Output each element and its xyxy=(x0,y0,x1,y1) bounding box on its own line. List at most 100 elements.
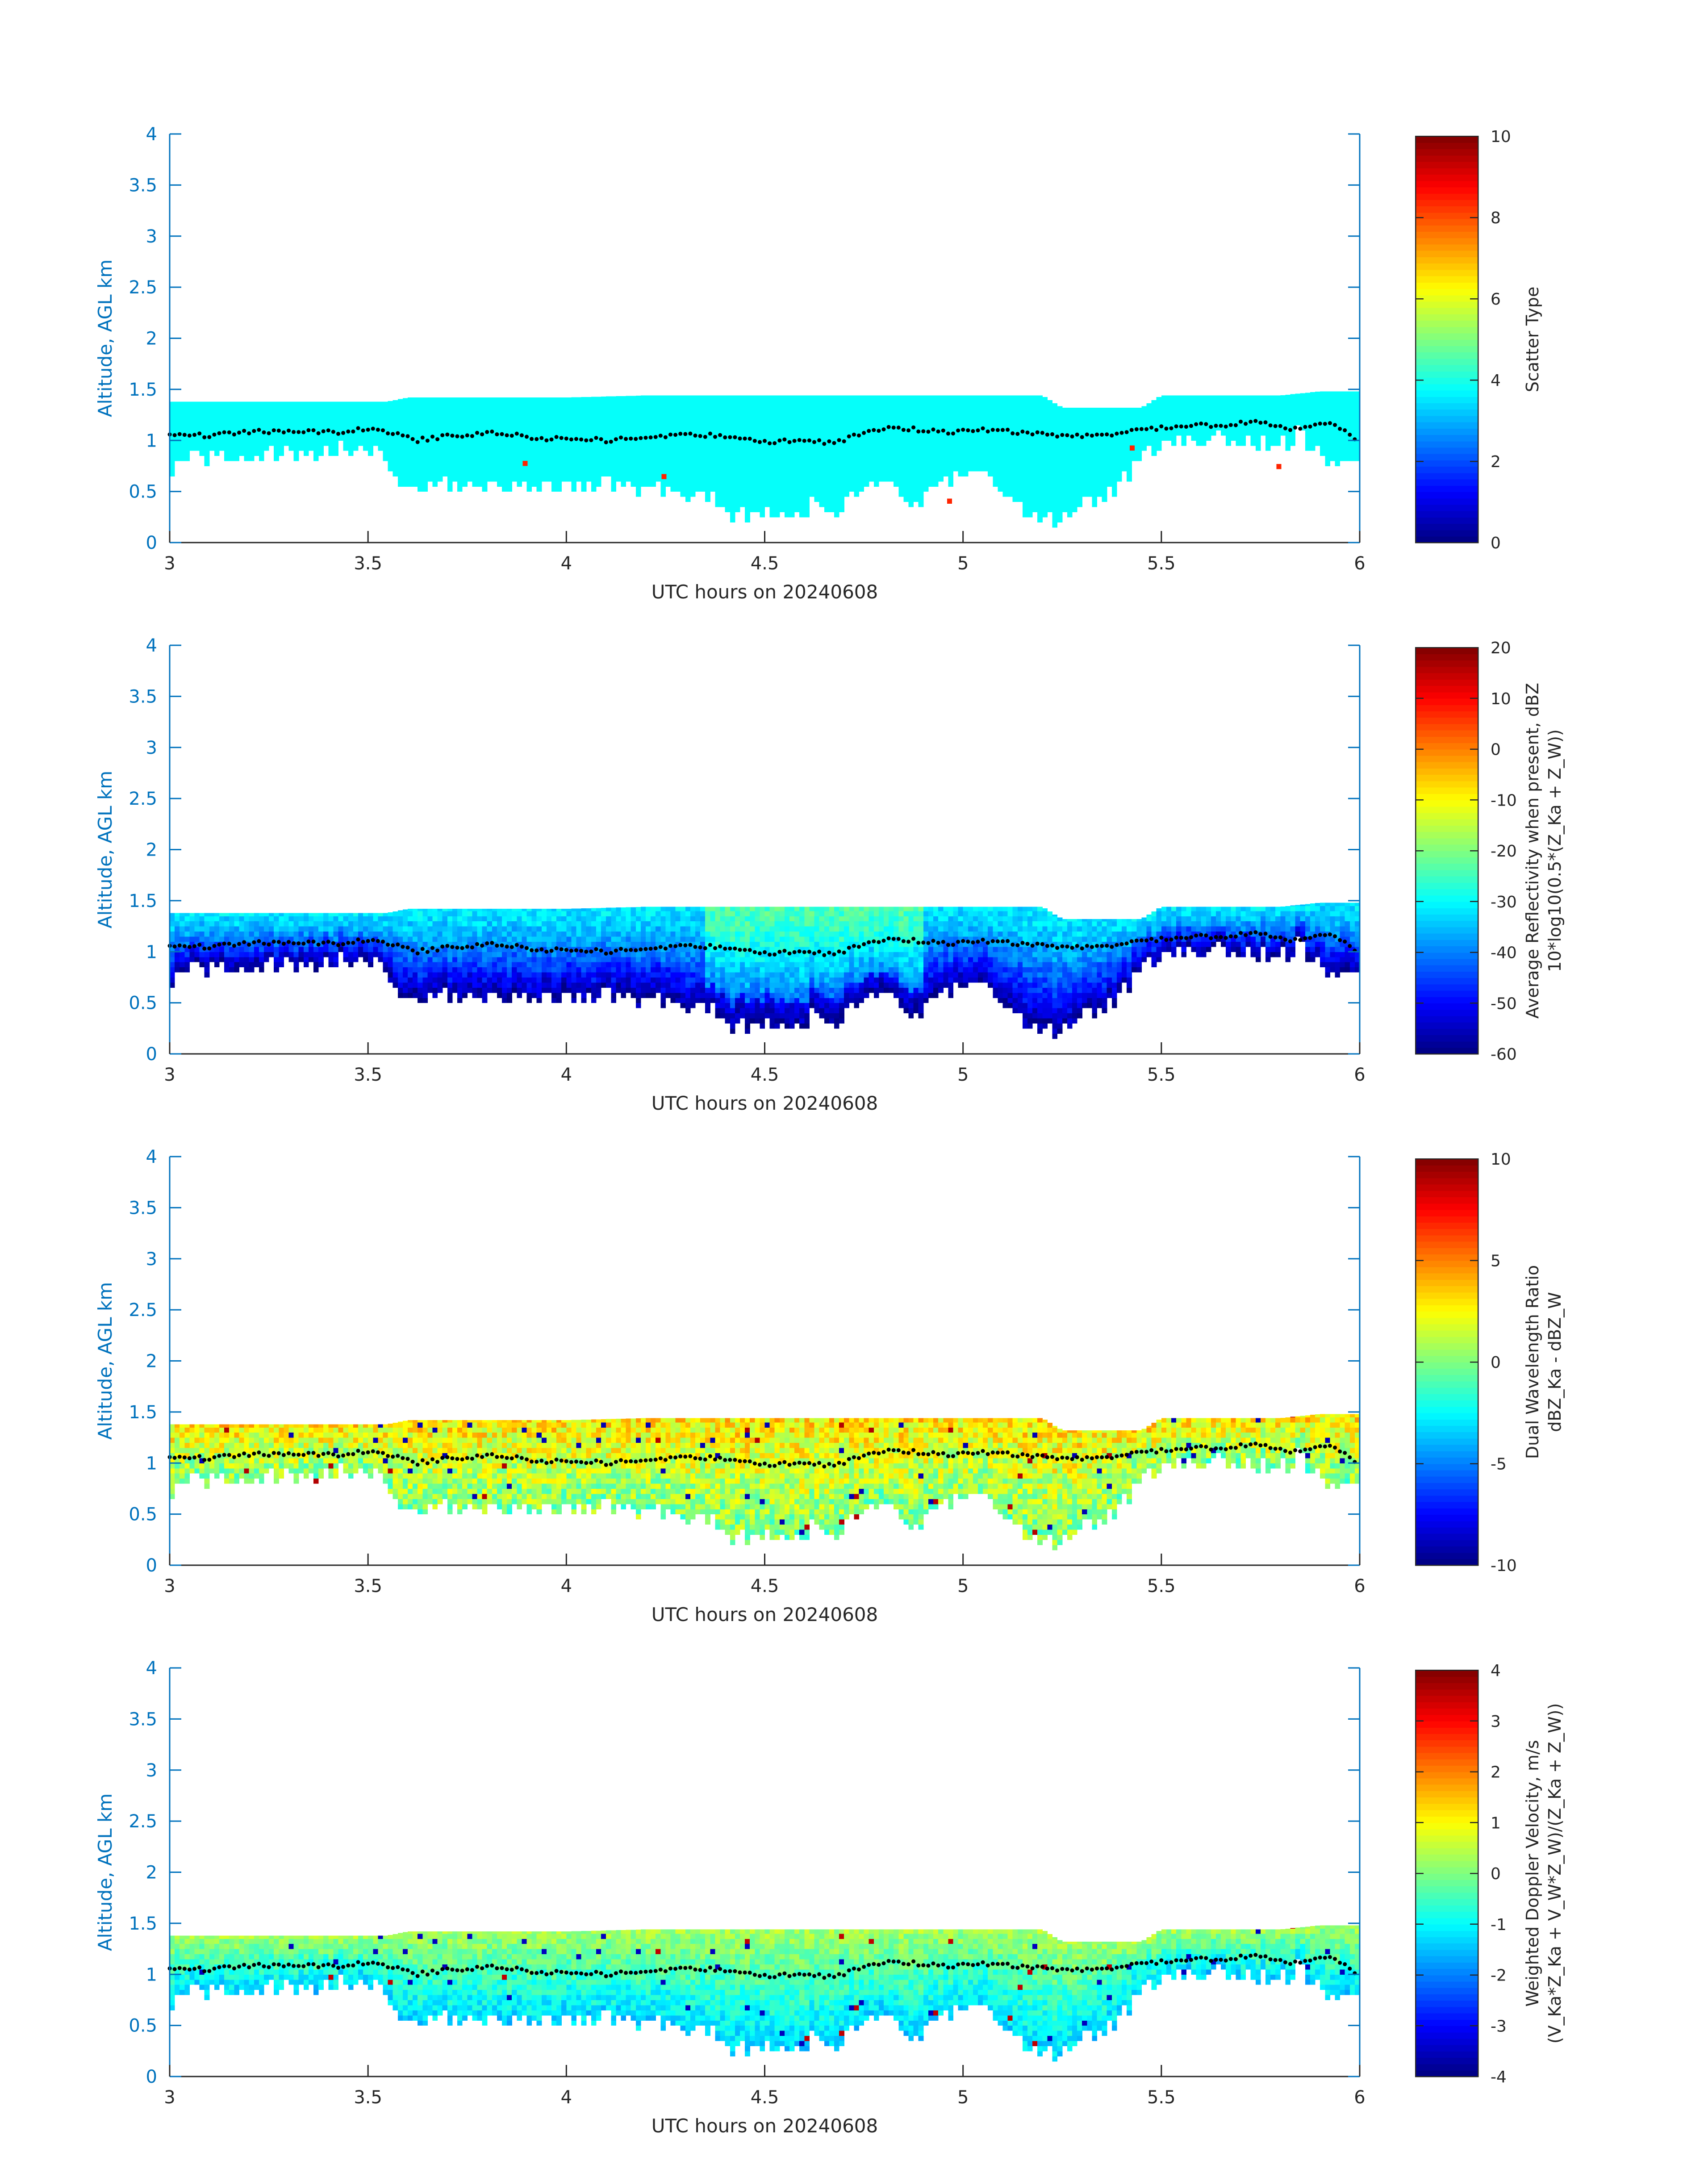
data-cell xyxy=(780,502,785,507)
data-cell xyxy=(398,420,403,426)
data-cell xyxy=(789,486,795,492)
data-cell xyxy=(408,911,413,916)
data-cell xyxy=(750,502,755,507)
data-cell xyxy=(299,936,304,942)
data-cell xyxy=(909,502,914,507)
data-cell xyxy=(259,967,264,973)
data-cell xyxy=(527,425,532,430)
data-cell xyxy=(844,451,849,456)
data-cell xyxy=(180,410,185,415)
data-cell xyxy=(1290,400,1296,405)
data-cell xyxy=(422,993,428,998)
data-cell xyxy=(200,440,205,446)
data-cell xyxy=(398,466,403,471)
data-cell xyxy=(353,440,359,446)
data-cell xyxy=(467,446,472,451)
data-cell xyxy=(333,410,338,415)
data-cell xyxy=(566,430,572,435)
data-cell xyxy=(819,410,825,415)
data-cell xyxy=(1057,410,1063,415)
data-cell xyxy=(527,440,532,446)
data-cell xyxy=(551,430,557,435)
data-cell xyxy=(224,921,230,927)
data-cell xyxy=(755,400,760,405)
data-cell xyxy=(403,451,408,456)
data-cell xyxy=(1042,466,1048,471)
data-cell xyxy=(968,420,973,426)
data-cell xyxy=(1047,451,1052,456)
data-cell xyxy=(621,461,626,466)
data-cell xyxy=(427,397,433,400)
data-cell xyxy=(928,466,934,471)
data-cell xyxy=(854,492,859,497)
data-cell xyxy=(438,987,443,993)
data-cell xyxy=(427,466,433,471)
data-cell xyxy=(254,405,259,410)
data-cell xyxy=(189,440,195,446)
data-cell xyxy=(259,947,264,952)
data-cell xyxy=(244,446,250,451)
data-cell xyxy=(571,446,576,451)
data-cell xyxy=(368,415,373,420)
data-cell xyxy=(1037,396,1043,400)
data-cell xyxy=(299,401,304,405)
dot-marker xyxy=(535,437,539,441)
data-cell xyxy=(433,466,438,471)
data-cell xyxy=(1092,451,1097,456)
data-cell xyxy=(928,440,934,446)
data-cell xyxy=(705,415,710,420)
data-cell xyxy=(398,982,403,988)
data-cell xyxy=(403,921,408,927)
data-cell xyxy=(1008,481,1013,487)
data-cell xyxy=(780,415,785,420)
data-cell xyxy=(1211,415,1216,420)
data-cell xyxy=(864,451,869,456)
data-cell xyxy=(720,461,726,466)
data-cell xyxy=(477,420,483,426)
colorbar-segment xyxy=(1416,530,1478,537)
data-cell xyxy=(933,451,939,456)
data-cell xyxy=(418,998,423,1003)
data-cell xyxy=(234,440,239,446)
data-cell xyxy=(542,397,547,400)
data-cell xyxy=(631,425,636,430)
data-cell xyxy=(889,415,894,420)
data-cell xyxy=(422,936,428,942)
data-cell xyxy=(978,415,983,420)
dot-marker xyxy=(1164,426,1168,430)
data-cell xyxy=(1032,456,1038,461)
data-cell xyxy=(507,481,512,487)
data-cell xyxy=(443,425,448,430)
data-cell xyxy=(299,420,304,426)
dot-marker xyxy=(1090,434,1094,438)
data-cell xyxy=(681,405,686,410)
data-cell xyxy=(948,466,953,471)
data-cell xyxy=(393,451,398,456)
data-cell xyxy=(854,451,859,456)
data-cell xyxy=(1152,435,1157,441)
data-cell xyxy=(184,952,190,957)
data-cell xyxy=(393,405,398,410)
data-cell xyxy=(824,497,830,502)
data-cell xyxy=(1136,446,1142,451)
data-cell xyxy=(378,926,383,932)
data-cell xyxy=(180,401,185,405)
dot-marker xyxy=(1120,431,1124,435)
panel-1: 00.511.522.533.543 3.5 4 4.5 5 5.5 6UTC hours … xyxy=(94,124,1542,603)
data-cell xyxy=(1295,405,1301,410)
data-cell xyxy=(641,396,646,400)
data-cell xyxy=(770,410,775,415)
data-cell xyxy=(978,456,983,461)
data-cell xyxy=(512,476,517,481)
data-cell xyxy=(274,405,279,410)
data-cell xyxy=(1256,446,1261,451)
data-cell xyxy=(1047,486,1052,492)
data-cell xyxy=(438,957,443,962)
data-cell xyxy=(824,415,830,420)
data-cell xyxy=(348,921,354,927)
data-cell xyxy=(289,410,294,415)
data-cell xyxy=(601,451,606,456)
data-cell xyxy=(393,967,398,973)
data-cell xyxy=(844,466,849,471)
data-cell xyxy=(780,451,785,456)
